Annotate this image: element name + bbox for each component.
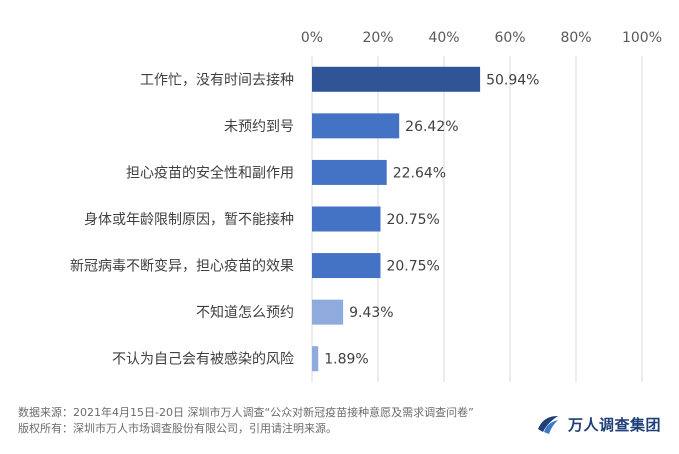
x-tick-label-3: 60% (494, 30, 525, 46)
data-label-2: 22.64% (393, 165, 446, 181)
bar-2 (312, 159, 387, 185)
brand: 万人调查集团 (536, 412, 661, 436)
copyright-note: 版权所有：深圳市万人市场调查股份有限公司，引用请注明来源。 (18, 422, 337, 435)
x-tick-label-5: 100% (622, 30, 662, 46)
x-tick-label-4: 80% (560, 30, 591, 46)
data-label-3: 20.75% (386, 212, 439, 228)
category-label-1: 未预约到号 (224, 119, 294, 135)
x-tick-label-1: 20% (362, 30, 393, 46)
category-label-5: 不知道怎么预约 (196, 304, 294, 321)
bar-5 (312, 299, 344, 325)
data-label-5: 9.43% (349, 305, 393, 321)
chart-footer: 数据来源：2021年4月15日-20日 深圳市万人调查“公众对新冠疫苗接种意愿及… (18, 405, 518, 437)
category-label-3: 身体或年龄限制原因，暂不能接种 (84, 211, 294, 228)
x-tick-label-0: 0% (301, 30, 323, 46)
data-source-note: 数据来源：2021年4月15日-20日 深圳市万人调查“公众对新冠疫苗接种意愿及… (18, 406, 474, 419)
bar-6 (312, 346, 319, 372)
bar-1 (312, 113, 400, 139)
data-label-0: 50.94% (486, 72, 539, 88)
data-label-1: 26.42% (405, 119, 458, 135)
brand-name: 万人调查集团 (567, 415, 661, 434)
category-label-2: 担心疫苗的安全性和副作用 (126, 164, 294, 181)
x-tick-label-2: 40% (428, 30, 459, 46)
category-label-4: 新冠病毒不断变异，担心疫苗的效果 (70, 259, 294, 275)
category-label-0: 工作忙，没有时间去接种 (140, 71, 294, 88)
wanren-logo-icon (536, 412, 560, 436)
data-label-6: 1.89% (324, 352, 368, 368)
category-label-6: 不认为自己会有被感染的风险 (112, 351, 294, 368)
bar-0 (312, 66, 481, 92)
bar-4 (312, 253, 381, 279)
data-label-4: 20.75% (386, 259, 439, 275)
bar-3 (312, 206, 381, 232)
